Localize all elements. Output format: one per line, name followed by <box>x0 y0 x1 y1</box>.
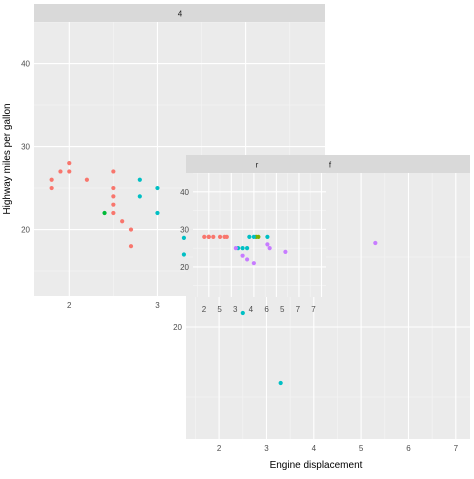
data-point-series-0 <box>111 194 116 199</box>
data-point-series-0 <box>217 234 223 239</box>
data-point-series-1 <box>256 234 261 239</box>
data-point-series-0 <box>111 210 116 216</box>
data-point-series-2 <box>240 246 245 251</box>
data-point-series-0 <box>111 169 116 174</box>
facet-strip <box>193 155 326 173</box>
x-axis-title: Engine displacement <box>270 460 363 471</box>
data-point-series-2 <box>181 252 187 257</box>
data-point-series-1 <box>102 210 107 216</box>
x-tick-label: 5 <box>359 444 364 453</box>
panel-background <box>193 173 326 297</box>
facet-strip-label: 4 <box>178 10 183 19</box>
x-tick-label: 3 <box>264 444 269 453</box>
y-tick-label: 20 <box>21 226 30 235</box>
data-point-series-0 <box>206 234 211 239</box>
data-point-series-0 <box>84 177 90 182</box>
y-tick-label: 20 <box>173 323 182 332</box>
data-point-series-2 <box>247 234 252 239</box>
x-tick-label: 5 <box>217 305 222 314</box>
data-point-series-2 <box>137 177 142 182</box>
y-axis-title: Highway miles per gallon <box>2 103 13 214</box>
data-point-series-0 <box>58 169 63 174</box>
x-tick-label: 4 <box>312 444 317 453</box>
x-tick-label: 5 <box>280 305 285 314</box>
data-point-series-0 <box>67 161 72 166</box>
y-tick-label: 20 <box>180 263 189 272</box>
data-point-series-3 <box>265 242 270 247</box>
x-tick-label: 7 <box>311 305 316 314</box>
data-point-series-2 <box>137 194 142 199</box>
y-tick-label: 40 <box>21 60 30 69</box>
facet-strip-label: r <box>256 161 259 170</box>
data-point-series-3 <box>233 246 238 251</box>
data-point-series-3 <box>267 246 272 251</box>
data-point-series-2 <box>278 380 283 386</box>
data-point-series-0 <box>224 234 229 239</box>
data-point-series-2 <box>251 234 256 239</box>
x-tick-label: 2 <box>67 301 72 310</box>
data-point-series-3 <box>373 240 378 246</box>
data-point-series-2 <box>155 210 160 216</box>
data-point-series-2 <box>155 185 160 191</box>
x-tick-label: 6 <box>264 305 269 314</box>
data-point-series-0 <box>49 177 54 182</box>
x-tick-label: 2 <box>217 444 222 453</box>
facet-strip-label: f <box>329 161 332 170</box>
data-point-series-2 <box>240 310 245 316</box>
x-tick-label: 3 <box>155 301 160 310</box>
data-point-series-3 <box>251 261 256 266</box>
data-point-series-3 <box>245 257 250 262</box>
data-point-series-0 <box>202 234 207 239</box>
data-point-series-3 <box>240 253 245 258</box>
facet-strip <box>34 4 325 22</box>
y-tick-label: 30 <box>21 143 30 152</box>
facet-panel-1: r 20 30 40 2 5 3 4 6 5 7 7 <box>180 155 326 314</box>
y-tick-label: 30 <box>180 225 189 234</box>
data-point-series-0 <box>211 234 216 239</box>
data-point-series-0 <box>111 202 116 207</box>
data-point-series-2 <box>265 234 270 239</box>
x-tick-label: 6 <box>406 444 411 453</box>
data-point-series-0 <box>128 227 134 232</box>
data-point-series-0 <box>49 185 54 191</box>
x-tick-label: 3 <box>233 305 238 314</box>
x-tick-label: 7 <box>296 305 301 314</box>
x-tick-label: 2 <box>202 305 207 314</box>
data-point-series-0 <box>111 185 116 191</box>
data-point-series-3 <box>283 249 288 255</box>
x-tick-label: 4 <box>249 305 254 314</box>
y-tick-label: 40 <box>180 188 189 197</box>
data-point-series-0 <box>67 169 72 174</box>
data-point-series-0 <box>120 219 125 224</box>
data-point-series-0 <box>128 244 134 249</box>
x-tick-label: 7 <box>454 444 459 453</box>
data-point-series-2 <box>181 235 187 240</box>
data-point-series-2 <box>245 246 250 251</box>
